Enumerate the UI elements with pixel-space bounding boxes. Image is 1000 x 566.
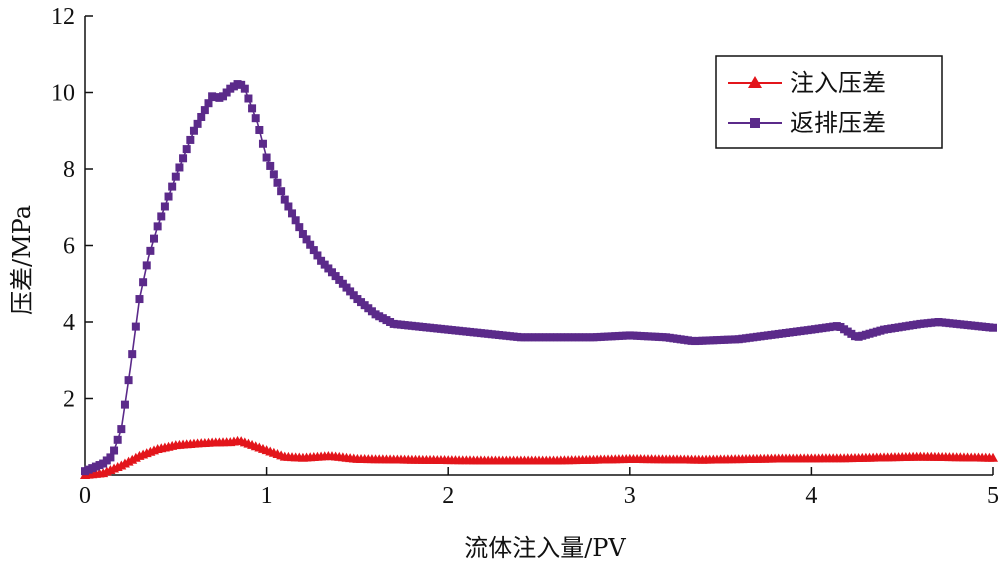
legend-square-marker	[750, 118, 760, 128]
data-point-square	[135, 295, 144, 304]
data-point-square	[193, 119, 202, 128]
legend-item-injection: 注入压差	[728, 69, 886, 97]
data-point-square	[273, 178, 282, 187]
data-point-square	[244, 94, 253, 103]
data-point-square	[240, 84, 249, 93]
y-tick-label: 10	[51, 81, 75, 107]
x-axis-title: 流体注入量/PV	[464, 534, 626, 562]
data-point-square	[309, 246, 318, 255]
data-point-square	[298, 230, 307, 239]
data-point-square	[277, 187, 286, 196]
data-point-square	[295, 223, 304, 232]
data-point-square	[124, 376, 133, 385]
series-flowback	[81, 80, 997, 476]
x-tick-label: 3	[624, 483, 636, 509]
data-point-square	[200, 106, 209, 115]
data-point-square	[113, 435, 122, 444]
data-point-square	[131, 322, 140, 331]
legend-box	[715, 55, 943, 149]
data-point-square	[153, 222, 162, 231]
x-tick-label: 1	[261, 483, 273, 509]
y-axis-title: 压差/MPa	[8, 205, 36, 315]
data-point-square	[197, 112, 206, 121]
data-point-square	[186, 135, 195, 144]
data-point-square	[255, 125, 264, 134]
series-injection	[80, 435, 998, 479]
legend: 注入压差 返排压差	[715, 55, 943, 149]
legend-label-flowback: 返排压差	[790, 109, 886, 137]
x-tick-label: 5	[987, 483, 999, 509]
data-point-square	[266, 161, 275, 170]
data-point-square	[146, 246, 155, 255]
data-point-square	[120, 400, 129, 409]
x-tick-label: 2	[442, 483, 454, 509]
data-point-triangle	[988, 452, 998, 462]
y-tick-label: 12	[51, 4, 75, 30]
y-tick-label: 4	[63, 310, 75, 336]
data-point-square	[182, 145, 191, 154]
data-point-square	[258, 139, 267, 148]
data-point-square	[251, 114, 260, 123]
x-tick-label: 4	[805, 483, 817, 509]
data-point-square	[280, 195, 289, 204]
legend-label-injection: 注入压差	[790, 69, 886, 97]
y-tick-label: 6	[63, 234, 75, 260]
data-point-square	[110, 446, 119, 455]
data-point-square	[160, 202, 169, 211]
x-tick-label: 0	[79, 483, 91, 509]
data-point-square	[284, 202, 293, 211]
data-point-square	[175, 163, 184, 172]
data-point-square	[139, 278, 148, 287]
data-point-square	[204, 99, 213, 108]
data-point-square	[989, 323, 997, 332]
data-point-square	[106, 453, 115, 462]
data-point-square	[157, 212, 166, 221]
data-point-square	[142, 261, 151, 270]
data-point-square	[164, 192, 173, 201]
data-point-square	[306, 240, 315, 249]
data-point-square	[179, 154, 188, 163]
y-tick-label: 2	[63, 387, 75, 413]
data-point-square	[168, 182, 177, 191]
data-point-square	[302, 235, 311, 244]
data-point-square	[117, 425, 126, 434]
data-point-square	[171, 172, 180, 181]
data-point-square	[128, 350, 137, 359]
data-point-square	[150, 234, 159, 243]
data-point-square	[262, 153, 271, 162]
data-point-square	[269, 170, 278, 179]
data-point-square	[291, 216, 300, 225]
y-tick-label: 8	[63, 157, 75, 183]
series-layer	[80, 80, 998, 479]
data-point-square	[313, 251, 322, 260]
legend-item-flowback: 返排压差	[728, 109, 886, 137]
legend-triangle-marker	[748, 76, 762, 88]
data-point-square	[248, 104, 257, 113]
data-point-square	[288, 209, 297, 218]
data-point-square	[189, 126, 198, 135]
